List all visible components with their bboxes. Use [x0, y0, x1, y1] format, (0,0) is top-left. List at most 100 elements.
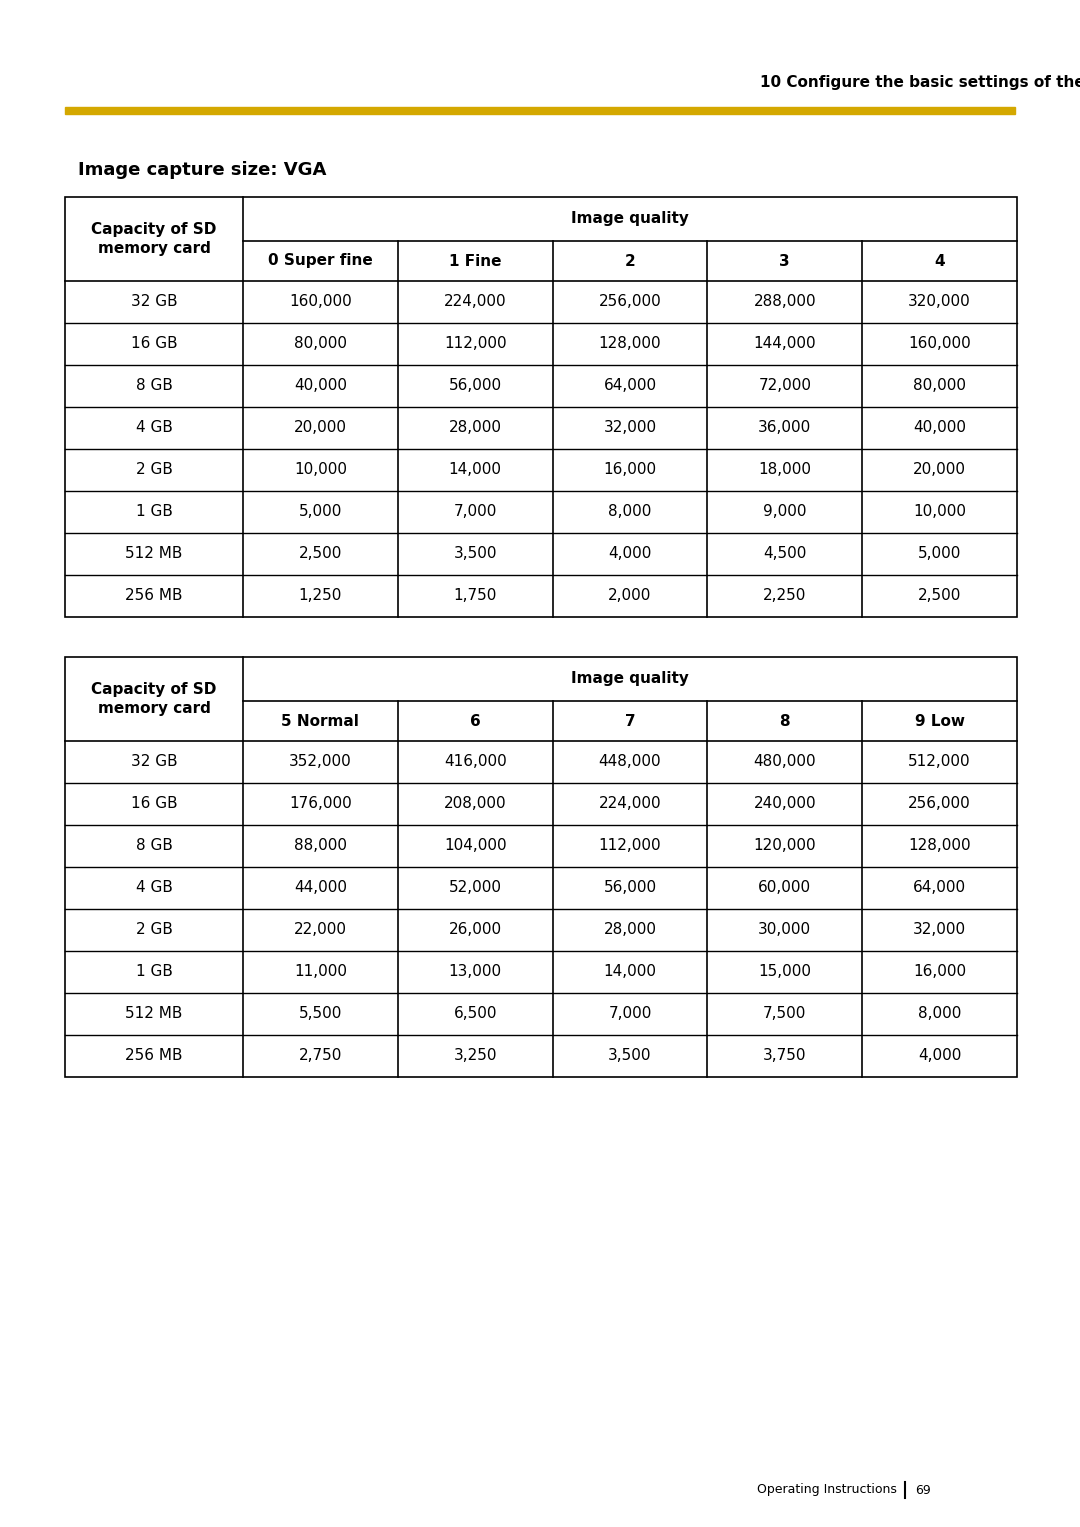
Text: 80,000: 80,000	[294, 336, 347, 351]
Text: Capacity of SD
memory card: Capacity of SD memory card	[92, 221, 217, 257]
Text: 60,000: 60,000	[758, 881, 811, 895]
Text: 2,500: 2,500	[918, 588, 961, 603]
Text: 10,000: 10,000	[913, 504, 967, 519]
Text: 288,000: 288,000	[754, 295, 816, 310]
Text: 20,000: 20,000	[294, 420, 347, 435]
Text: 1 GB: 1 GB	[136, 965, 173, 979]
Text: 128,000: 128,000	[598, 336, 661, 351]
Text: 2,000: 2,000	[608, 588, 651, 603]
Text: 8 GB: 8 GB	[136, 838, 173, 854]
Text: Image capture size: VGA: Image capture size: VGA	[78, 160, 326, 179]
Text: Image quality: Image quality	[571, 672, 689, 687]
Text: 9 Low: 9 Low	[915, 713, 964, 728]
Text: 208,000: 208,000	[444, 797, 507, 811]
Text: 240,000: 240,000	[754, 797, 816, 811]
Text: 4 GB: 4 GB	[136, 420, 173, 435]
Text: 3,750: 3,750	[764, 1049, 807, 1063]
Text: 32 GB: 32 GB	[131, 295, 177, 310]
Text: Image quality: Image quality	[571, 212, 689, 226]
Text: 4: 4	[934, 253, 945, 269]
Text: 32,000: 32,000	[913, 922, 967, 938]
Text: 80,000: 80,000	[913, 379, 967, 394]
Text: 256 MB: 256 MB	[125, 588, 183, 603]
Text: 256 MB: 256 MB	[125, 1049, 183, 1063]
Text: 256,000: 256,000	[908, 797, 971, 811]
Text: 8 GB: 8 GB	[136, 379, 173, 394]
Text: 22,000: 22,000	[294, 922, 347, 938]
Text: 320,000: 320,000	[908, 295, 971, 310]
Text: 16,000: 16,000	[913, 965, 967, 979]
Text: 44,000: 44,000	[294, 881, 347, 895]
Text: 8,000: 8,000	[608, 504, 651, 519]
Text: 32 GB: 32 GB	[131, 754, 177, 770]
Text: 112,000: 112,000	[598, 838, 661, 854]
Text: 64,000: 64,000	[604, 379, 657, 394]
Text: 11,000: 11,000	[294, 965, 347, 979]
Text: 0 Super fine: 0 Super fine	[268, 253, 373, 269]
Text: 2 GB: 2 GB	[136, 463, 173, 478]
Text: 7,500: 7,500	[764, 1006, 807, 1022]
Text: 5,000: 5,000	[299, 504, 342, 519]
Bar	[65, 107, 1015, 115]
Text: 112,000: 112,000	[444, 336, 507, 351]
Text: 16 GB: 16 GB	[131, 336, 177, 351]
Text: 10 Configure the basic settings of the camera [Basic]: 10 Configure the basic settings of the c…	[760, 75, 1080, 90]
Text: 1,250: 1,250	[299, 588, 342, 603]
Text: 4 GB: 4 GB	[136, 881, 173, 895]
Text: 2,750: 2,750	[299, 1049, 342, 1063]
Text: 224,000: 224,000	[598, 797, 661, 811]
Text: 352,000: 352,000	[289, 754, 352, 770]
Text: 16 GB: 16 GB	[131, 797, 177, 811]
Text: 32,000: 32,000	[604, 420, 657, 435]
Text: 1 Fine: 1 Fine	[449, 253, 501, 269]
Text: 416,000: 416,000	[444, 754, 507, 770]
Text: 8,000: 8,000	[918, 1006, 961, 1022]
Text: 9,000: 9,000	[764, 504, 807, 519]
Text: 40,000: 40,000	[913, 420, 967, 435]
Text: 448,000: 448,000	[598, 754, 661, 770]
Text: 1 GB: 1 GB	[136, 504, 173, 519]
Text: 14,000: 14,000	[604, 965, 657, 979]
Text: 16,000: 16,000	[604, 463, 657, 478]
Text: 120,000: 120,000	[754, 838, 816, 854]
Text: 5,500: 5,500	[299, 1006, 342, 1022]
Text: 88,000: 88,000	[294, 838, 347, 854]
Text: 64,000: 64,000	[913, 881, 967, 895]
Text: 5 Normal: 5 Normal	[282, 713, 360, 728]
Text: 40,000: 40,000	[294, 379, 347, 394]
Text: 18,000: 18,000	[758, 463, 811, 478]
Text: 8: 8	[780, 713, 791, 728]
Text: 512,000: 512,000	[908, 754, 971, 770]
Text: 512 MB: 512 MB	[125, 1006, 183, 1022]
Text: 144,000: 144,000	[754, 336, 816, 351]
Text: Capacity of SD
memory card: Capacity of SD memory card	[92, 681, 217, 716]
Text: 6: 6	[470, 713, 481, 728]
Text: 14,000: 14,000	[448, 463, 502, 478]
Text: 69: 69	[915, 1484, 931, 1496]
Text: 128,000: 128,000	[908, 838, 971, 854]
Text: 2: 2	[624, 253, 635, 269]
Text: 2,250: 2,250	[764, 588, 807, 603]
Text: 4,000: 4,000	[918, 1049, 961, 1063]
Text: 4,000: 4,000	[608, 547, 651, 562]
Text: 104,000: 104,000	[444, 838, 507, 854]
Text: 2,500: 2,500	[299, 547, 342, 562]
Text: 5,000: 5,000	[918, 547, 961, 562]
Text: 15,000: 15,000	[758, 965, 811, 979]
Bar	[65, 197, 1017, 617]
Text: 3: 3	[780, 253, 791, 269]
Text: 7: 7	[624, 713, 635, 728]
Text: 7,000: 7,000	[608, 1006, 651, 1022]
Bar	[65, 657, 1017, 1077]
Text: Operating Instructions: Operating Instructions	[757, 1484, 897, 1496]
Text: 52,000: 52,000	[448, 881, 502, 895]
Text: 28,000: 28,000	[448, 420, 502, 435]
Text: 20,000: 20,000	[913, 463, 967, 478]
Text: 160,000: 160,000	[908, 336, 971, 351]
Text: 13,000: 13,000	[448, 965, 502, 979]
Text: 1,750: 1,750	[454, 588, 497, 603]
Text: 10,000: 10,000	[294, 463, 347, 478]
Text: 28,000: 28,000	[604, 922, 657, 938]
Text: 72,000: 72,000	[758, 379, 811, 394]
Text: 36,000: 36,000	[758, 420, 811, 435]
